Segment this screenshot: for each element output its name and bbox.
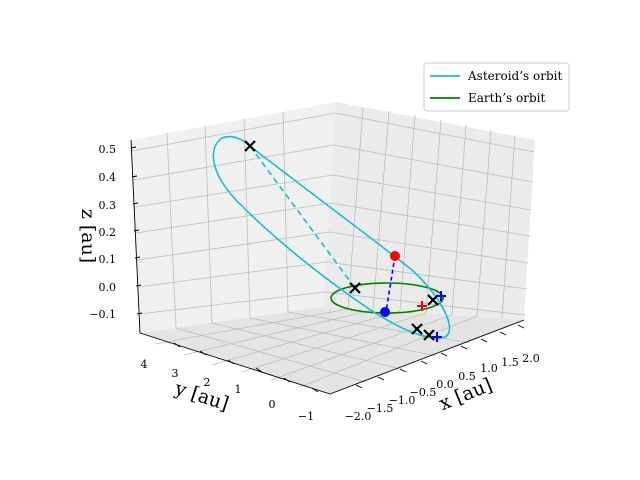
y-axis-label: y [au]: [171, 377, 231, 415]
y-tick-labels: −1 0 1 2 3 4: [141, 358, 315, 423]
y-tick-label: 0: [269, 398, 276, 411]
z-tick-label: 0.5: [99, 143, 117, 156]
red-dot-marker: [390, 251, 400, 261]
blue-dot-marker: [380, 307, 390, 317]
cross-marker: [423, 329, 435, 341]
plus-marker-red: [417, 301, 427, 311]
plus-marker-blue: [436, 291, 446, 301]
z-tick-label: 0.0: [99, 281, 117, 294]
legend-label-asteroid: Asteroid’s orbit: [467, 69, 562, 83]
x-tick-label: −1.0: [389, 394, 416, 407]
cross-marker: [244, 140, 256, 152]
x-tick-label: 1.5: [501, 356, 519, 369]
axis-lines: [130, 139, 525, 395]
y-tick-label: 3: [172, 367, 179, 380]
tick-marks: [130, 146, 525, 393]
x-tick-label: −0.5: [410, 386, 437, 399]
back-pane-right: [323, 102, 535, 320]
markers: [244, 140, 446, 342]
legend-label-earth: Earth’s orbit: [468, 91, 545, 105]
z-tick-labels: −0.1 0.0 0.1 0.2 0.3 0.4 0.5: [89, 143, 116, 321]
x-tick-labels: −2.0−1.5−1.0−0.50.0 0.5 1.0 1.5 2.0: [345, 352, 540, 423]
z-tick-label: 0.3: [99, 199, 117, 212]
cross-marker: [349, 282, 361, 294]
legend-box: [423, 62, 570, 112]
z-tick-label: 0.4: [99, 171, 117, 184]
y-tick-label: 4: [141, 358, 148, 371]
z-tick-label: 0.2: [99, 226, 117, 239]
grid-lines: [131, 106, 535, 388]
z-tick-label: −0.1: [89, 308, 116, 321]
asteroid-orbit: [212, 135, 451, 339]
plus-marker-blue: [432, 332, 442, 342]
asteroid-orbit-front-line: [212, 135, 451, 339]
x-tick-label: −2.0: [345, 410, 372, 423]
y-tick-label: 1: [235, 383, 242, 396]
y-tick-label: 2: [204, 376, 211, 389]
back-pane-left: [131, 102, 336, 333]
x-tick-label: 2.0: [522, 352, 540, 365]
cross-marker: [411, 323, 423, 335]
x-tick-label: 1.0: [480, 362, 498, 375]
y-tick-label: −1: [298, 410, 314, 423]
z-axis-label: z [au]: [77, 209, 99, 263]
node-dashed-line: [385, 255, 396, 313]
legend: Asteroid’s orbit Earth’s orbit: [423, 62, 570, 112]
x-tick-label: 0.5: [458, 370, 476, 383]
x-tick-label: 0.0: [436, 378, 454, 391]
x-tick-label: −1.5: [367, 402, 394, 415]
z-tick-label: 0.1: [99, 253, 117, 266]
